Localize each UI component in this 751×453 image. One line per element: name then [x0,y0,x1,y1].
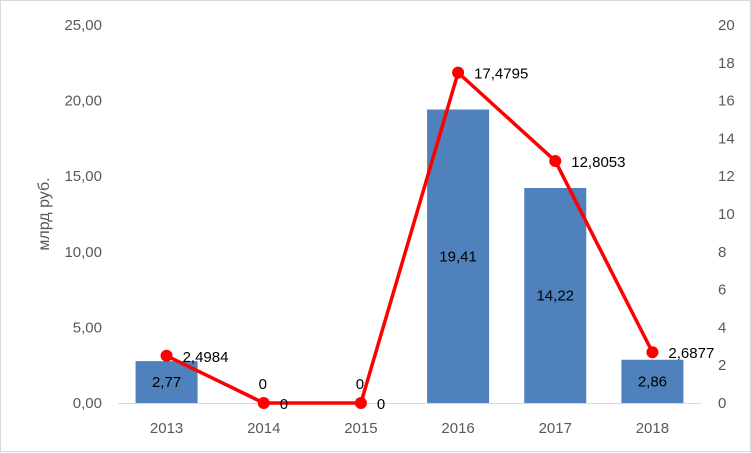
y-left-tick-label: 15,00 [64,168,102,185]
x-tick-label: 2015 [344,420,377,437]
bar [524,187,587,403]
y-left-tick-label: 25,00 [64,17,102,34]
x-tick-label: 2016 [441,420,474,437]
line-series [165,70,654,405]
bar [135,361,198,403]
y-left-tick-label: 20,00 [64,93,102,110]
bar-data-label: 19,41 [439,248,477,265]
y-right-tick-label: 4 [718,319,726,336]
line-data-label: 17,4795 [474,66,528,83]
line-point [646,346,659,359]
bar-data-label: 2,77 [152,374,181,391]
x-tick-label: 2018 [636,420,669,437]
y-right-tick-label: 20 [718,17,735,34]
y-right-tick-label: 0 [718,395,726,412]
y-right-tick-label: 2 [718,357,726,374]
y-left-tick-label: 0,00 [73,395,102,412]
line-point [549,154,562,167]
line-point [452,66,465,79]
y-left-tick-label: 5,00 [73,319,102,336]
y-right-tick-label: 6 [718,282,726,299]
bar-data-label: 0 [259,376,267,393]
line-point [257,397,270,409]
y-axis-title: млрд руб. [36,177,53,250]
y-right-tick-label: 8 [718,244,726,261]
line-data-label: 0 [280,396,288,413]
bar-data-label: 0 [356,376,364,393]
x-tick-label: 2013 [150,420,183,437]
bar-data-label: 2,86 [638,373,667,390]
bar [621,359,684,403]
bar-data-label: 14,22 [536,287,574,304]
line-point [160,349,173,362]
line-data-label: 2,4984 [183,349,229,366]
line-data-label: 2,6877 [668,345,714,362]
x-tick-label: 2014 [247,420,280,437]
y-right-tick-label: 16 [718,93,735,110]
x-tick-label: 2017 [539,420,572,437]
y-right-tick-label: 10 [718,206,735,223]
y-right-tick-label: 18 [718,55,735,72]
bar [427,109,490,403]
line-point [354,397,367,409]
line-data-label: 12,8053 [571,154,625,171]
line-data-label: 0 [377,396,385,413]
y-right-tick-label: 12 [718,168,735,185]
y-left-tick-label: 10,00 [64,244,102,261]
y-right-tick-label: 14 [718,130,735,147]
